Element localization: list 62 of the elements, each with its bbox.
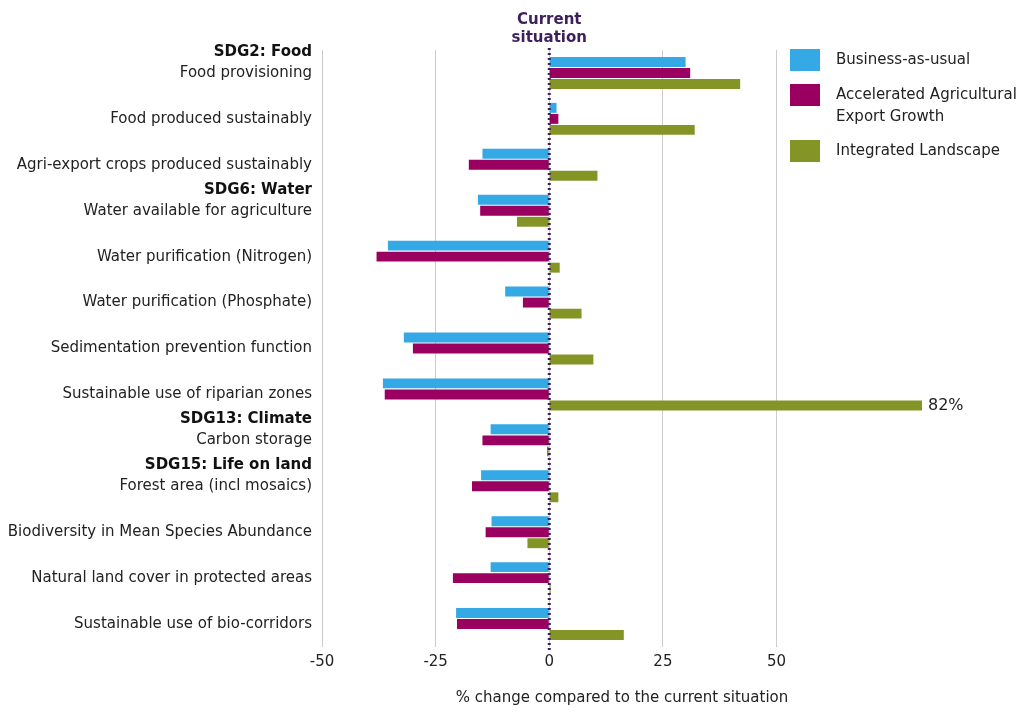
y-tick-label: Sustainable use of bio-corridors [74, 613, 313, 632]
y-tick-label: Water available for agriculture [83, 200, 312, 219]
y-tick-label: Sedimentation prevention function [50, 338, 312, 357]
y-tick-label: Water purification (Phosphate) [82, 292, 312, 311]
bar [481, 470, 549, 481]
bar [549, 79, 741, 89]
x-tick-label: -50 [309, 651, 335, 670]
y-tick-label: Food produced sustainably [110, 108, 313, 127]
bar [412, 343, 549, 354]
text: SDG6: Water [203, 179, 313, 198]
text: SDG13: Climate [179, 409, 312, 428]
bar [549, 124, 695, 135]
y-tick-label: Water purification (Nitrogen) [96, 246, 312, 265]
bar [549, 56, 686, 67]
legend-label: Accelerated Agricultural Export Growth [836, 84, 1018, 127]
bar [472, 481, 549, 492]
y-tick-label: Sustainable use of riparian zones [62, 384, 313, 403]
y-tick-label: Agri-export crops produced sustainably [16, 154, 313, 173]
bar [549, 630, 624, 641]
bar [549, 170, 598, 181]
bar [549, 102, 557, 113]
bar [382, 378, 549, 389]
bar [490, 424, 549, 435]
bar [456, 608, 549, 618]
bar [387, 240, 549, 251]
bar [468, 159, 549, 170]
legend-label: Integrated Landscape [836, 140, 1000, 161]
bar [482, 435, 549, 446]
bar [457, 619, 549, 629]
y-tick-label: Natural land cover in protected areas [31, 568, 313, 587]
x-axis-title: % change compared to the current situation [455, 687, 789, 706]
bar [482, 148, 549, 159]
legend-label: Business-as-usual [836, 49, 971, 70]
bar [517, 216, 549, 227]
bar [505, 286, 549, 297]
text: SDG2: Food [213, 41, 312, 60]
bar [403, 332, 549, 343]
x-tick-label: 50 [767, 651, 787, 670]
y-tick-label: Carbon storage [196, 430, 312, 449]
bar [477, 194, 549, 205]
x-tick-label: 0 [544, 651, 555, 670]
bar [480, 205, 549, 216]
bar [549, 308, 582, 319]
bar [549, 400, 922, 411]
text: SDG15: Life on land [144, 455, 312, 474]
bar [452, 573, 549, 584]
bar [490, 562, 549, 573]
data-label: 82% [928, 394, 964, 414]
bar [384, 389, 549, 400]
bar [549, 262, 560, 273]
y-tick-label: Biodiversity in Mean Species Abundance [7, 522, 312, 541]
bar [549, 68, 691, 78]
bar [491, 516, 549, 527]
ref-line-label: Current situation [511, 10, 587, 47]
bar [376, 251, 549, 262]
bar [527, 538, 549, 549]
x-tick-label: -25 [423, 651, 448, 670]
bar [485, 527, 549, 538]
x-tick-label: 25 [653, 651, 673, 670]
y-tick-label: Food provisioning [179, 62, 312, 81]
bar [522, 297, 549, 308]
y-tick-label: Forest area (incl mosaics) [119, 476, 312, 495]
